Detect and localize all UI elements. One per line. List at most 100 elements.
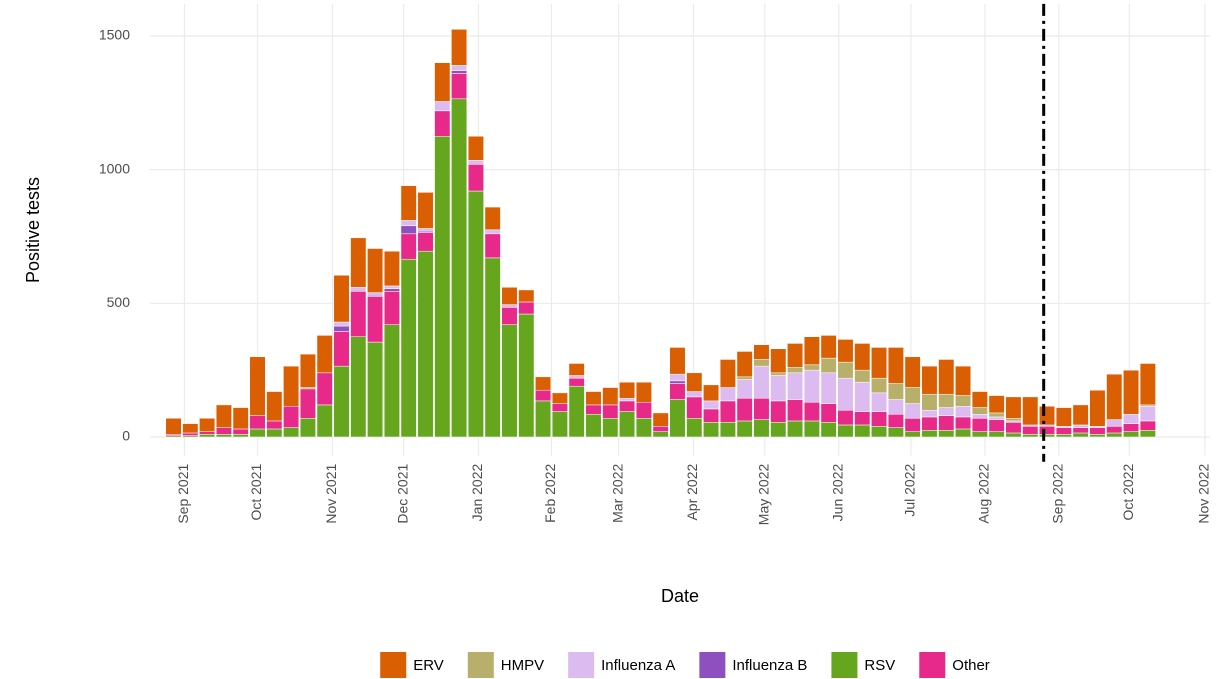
bar-segment <box>316 404 333 438</box>
bar-segment <box>619 381 636 399</box>
bar-segment <box>837 339 854 363</box>
bar-segment <box>350 336 367 438</box>
bar-segment <box>686 396 703 419</box>
bar-segment <box>182 423 199 434</box>
bar-segment <box>988 412 1005 418</box>
bar-segment <box>736 376 753 380</box>
bar-segment <box>215 404 232 428</box>
bar-segment <box>1055 434 1072 438</box>
bar-segment <box>669 380 686 384</box>
bar-segment <box>854 424 871 438</box>
bar-segment <box>703 400 720 410</box>
bar-segment <box>1123 369 1140 415</box>
bar-segment <box>988 416 1005 420</box>
bar-segment <box>383 285 400 289</box>
legend-item: ERV <box>380 652 444 678</box>
bar-segment <box>367 296 384 343</box>
bar-segment <box>1005 422 1022 434</box>
x-tick-label: Dec 2021 <box>394 463 410 523</box>
bar-segment <box>350 287 367 292</box>
legend-swatch <box>919 652 946 678</box>
bar-segment <box>803 401 820 422</box>
bar-segment <box>266 391 283 422</box>
bar-segment <box>971 414 988 419</box>
bar-segment <box>955 405 972 418</box>
bar-segment <box>501 324 518 438</box>
bar-segment <box>299 418 316 438</box>
bar-segment <box>316 335 333 374</box>
bar-segment <box>938 407 955 416</box>
bar-segment <box>316 372 333 406</box>
bar-segment <box>871 347 888 379</box>
bar-segment <box>266 420 283 430</box>
legend-text: Influenza B <box>732 657 807 674</box>
bar-segment <box>535 389 552 402</box>
x-tick-label: Jan 2022 <box>469 463 485 521</box>
legend-item: Influenza B <box>699 652 807 678</box>
legend-text: ERV <box>413 657 444 674</box>
y-tick-label: 1500 <box>99 27 130 43</box>
bar-segment <box>451 98 468 438</box>
bar-segment <box>736 397 753 422</box>
bar-segment <box>215 427 232 435</box>
bar-segment <box>535 400 552 438</box>
bar-segment <box>199 434 216 438</box>
bar-segment <box>820 335 837 359</box>
bar-segment <box>383 324 400 438</box>
bar-segment <box>1089 427 1106 435</box>
bar-segment <box>484 233 501 259</box>
x-tick-label: Apr 2022 <box>684 463 700 520</box>
bar-segment <box>350 237 367 288</box>
bar-segment <box>955 416 972 430</box>
bar-segment <box>803 369 820 403</box>
bar-segment <box>434 101 451 112</box>
bar-segment <box>1123 431 1140 438</box>
bar-segment <box>535 376 552 391</box>
bar-segment <box>719 400 736 423</box>
bar-segment <box>1039 405 1056 426</box>
x-tick-label: Nov 2022 <box>1196 463 1212 523</box>
bar-segment <box>1106 432 1123 438</box>
bar-segment <box>451 73 468 100</box>
bar-segment <box>787 372 804 400</box>
legend-swatch <box>380 652 407 678</box>
legend: ERV HMPV Influenza A Influenza B RSV Other <box>380 652 990 678</box>
bar-segment <box>501 304 518 308</box>
bar-segment <box>770 372 787 376</box>
bar-segment <box>1005 432 1022 438</box>
bar-segment <box>652 412 669 427</box>
bar-segment <box>501 307 518 325</box>
bar-segment <box>921 416 938 431</box>
bar-segment <box>938 359 955 395</box>
bar-segment <box>955 365 972 396</box>
bar-segment <box>367 292 384 296</box>
bar-segment <box>1055 407 1072 427</box>
bar-segment <box>333 365 350 438</box>
bar-segment <box>568 385 585 438</box>
bar-segment <box>669 399 686 438</box>
bar-segment <box>887 399 904 415</box>
bar-segment <box>1022 426 1039 435</box>
bar-segment <box>686 372 703 392</box>
bar-segment <box>787 399 804 422</box>
bar-segment <box>1005 396 1022 419</box>
bar-segment <box>854 343 871 371</box>
bar-segment <box>635 381 652 403</box>
bar-segment <box>887 383 904 400</box>
bar-segment <box>938 430 955 438</box>
bar-segment <box>770 422 787 438</box>
bar-segment <box>652 426 669 432</box>
bar-segment <box>753 419 770 438</box>
bar-segment <box>921 365 938 395</box>
bar-segment <box>921 430 938 438</box>
bar-segment <box>753 344 770 360</box>
bar-segment <box>1022 434 1039 438</box>
bar-segment <box>602 418 619 438</box>
bar-segment <box>249 428 266 438</box>
bar-segment <box>703 422 720 438</box>
bar-segment <box>854 369 871 383</box>
bar-segment <box>232 434 249 438</box>
bar-segment <box>249 356 266 416</box>
bar-segment <box>568 363 585 376</box>
